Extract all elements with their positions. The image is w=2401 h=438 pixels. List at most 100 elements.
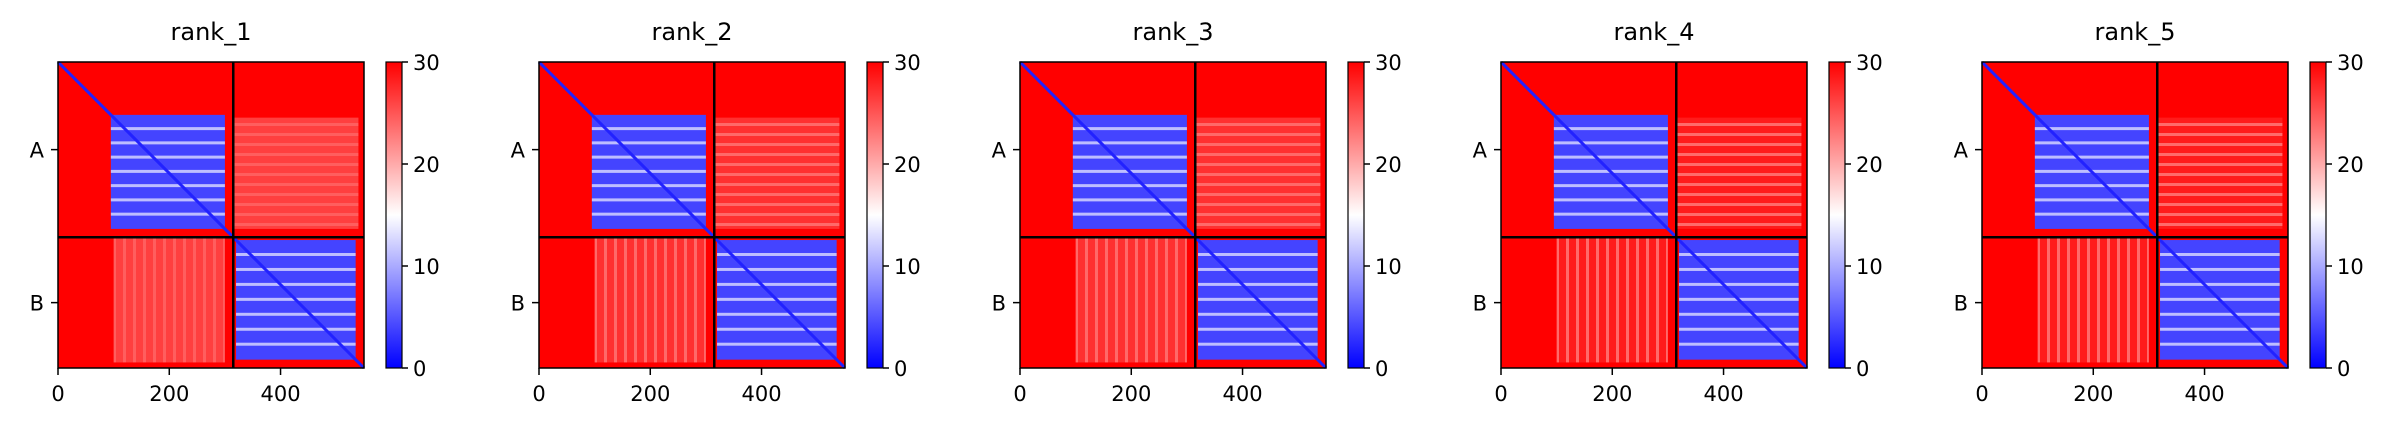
inter-chain-block-ba <box>113 237 225 363</box>
heatmap-svg: rank_3 A B 0 200 400 0 10 20 30 <box>992 18 1402 406</box>
y-tick-label: B <box>992 292 1006 316</box>
intra-chain-stripe <box>591 184 706 188</box>
inter-chain-block-ba <box>1556 237 1668 363</box>
heatmap-svg: rank_4 A B 0 200 400 0 10 20 30 <box>1473 18 1883 406</box>
x-tick-label: 0 <box>1975 382 1988 406</box>
y-tick-label: A <box>511 139 526 163</box>
inter-chain-block-ab <box>1676 117 1802 229</box>
intra-chain-stripe <box>110 212 225 216</box>
y-tick-label: A <box>30 139 45 163</box>
colorbar-tick-label: 30 <box>894 51 921 75</box>
intra-chain-stripe <box>1553 212 1668 216</box>
colorbar-tick-label: 10 <box>2337 255 2364 279</box>
intra-chain-stripe <box>236 327 356 331</box>
colorbar-tick-label: 10 <box>1375 255 1402 279</box>
intra-chain-stripe <box>2034 141 2149 145</box>
intra-chain-stripe <box>236 267 356 271</box>
colorbar-tick-label: 10 <box>1856 255 1883 279</box>
intra-chain-stripe <box>591 198 706 202</box>
diagonal-line <box>1980 60 2290 370</box>
y-tick-label: B <box>1473 292 1487 316</box>
x-tick-label: 200 <box>1111 382 1151 406</box>
y-tick-label: B <box>511 292 525 316</box>
x-tick-label: 400 <box>741 382 781 406</box>
axes-frame <box>57 61 365 369</box>
x-tick-label: 200 <box>630 382 670 406</box>
intra-chain-stripe <box>1072 155 1187 159</box>
intra-chain-stripe <box>1072 198 1187 202</box>
intra-chain-stripe <box>1679 312 1799 316</box>
intra-chain-stripe <box>2160 252 2280 256</box>
x-tick-label: 0 <box>532 382 545 406</box>
intra-chain-stripe <box>591 212 706 216</box>
heatmap-panel-2: rank_2 A B 0 200 400 0 10 20 30 <box>481 0 962 438</box>
intra-chain-stripe <box>236 252 356 256</box>
intra-chain-stripe <box>1198 342 1318 346</box>
chart-title: rank_3 <box>1133 18 1214 46</box>
heatmap-panel-1: rank_1 A B 0 200 400 0 10 20 30 <box>0 0 481 438</box>
intra-chain-stripe <box>1198 327 1318 331</box>
intra-chain-stripe <box>110 155 225 159</box>
colorbar-tick-label: 30 <box>1856 51 1883 75</box>
x-tick-label: 0 <box>51 382 64 406</box>
x-tick-label: 400 <box>260 382 300 406</box>
intra-chain-stripe <box>591 127 706 131</box>
intra-chain-stripe <box>1553 198 1668 202</box>
chart-title: rank_4 <box>1614 18 1695 46</box>
intra-chain-stripe <box>1679 282 1799 286</box>
colorbar-tick-label: 0 <box>1856 357 1869 381</box>
colorbar <box>1828 61 1846 369</box>
colorbar <box>385 61 403 369</box>
intra-chain-stripe <box>2034 212 2149 216</box>
x-tick-label: 400 <box>2184 382 2224 406</box>
inter-chain-block-ab <box>233 117 359 229</box>
intra-chain-stripe <box>1553 127 1668 131</box>
axes-frame <box>1981 61 2289 369</box>
chart-title: rank_1 <box>171 18 252 46</box>
intra-chain-stripe <box>1198 267 1318 271</box>
x-tick-label: 0 <box>1494 382 1507 406</box>
inter-chain-block-ab <box>1195 117 1321 229</box>
chart-title: rank_2 <box>652 18 733 46</box>
colorbar-tick-label: 30 <box>1375 51 1402 75</box>
intra-chain-stripe <box>717 342 837 346</box>
intra-chain-stripe <box>236 312 356 316</box>
colorbar-tick-label: 20 <box>2337 153 2364 177</box>
intra-chain-stripe <box>591 141 706 145</box>
diagonal-line <box>56 60 366 370</box>
heatmap-panel-3: rank_3 A B 0 200 400 0 10 20 30 <box>962 0 1443 438</box>
chart-title: rank_5 <box>2095 18 2176 46</box>
intra-chain-stripe <box>110 127 225 131</box>
intra-chain-stripe <box>717 267 837 271</box>
intra-chain-stripe <box>1198 312 1318 316</box>
colorbar-tick-label: 30 <box>413 51 440 75</box>
colorbar-tick-label: 0 <box>2337 357 2350 381</box>
heatmap-panel-5: rank_5 A B 0 200 400 0 10 20 30 <box>1924 0 2401 438</box>
x-tick-label: 400 <box>1703 382 1743 406</box>
colorbar-tick-label: 10 <box>413 255 440 279</box>
colorbar-tick-label: 0 <box>894 357 907 381</box>
heatmap-svg: rank_1 A B 0 200 400 0 10 20 30 <box>30 18 440 406</box>
colorbar-tick-label: 0 <box>413 357 426 381</box>
intra-chain-stripe <box>1679 327 1799 331</box>
intra-chain-stripe <box>717 252 837 256</box>
intra-chain-stripe <box>2160 267 2280 271</box>
intra-chain-stripe <box>1553 184 1668 188</box>
axes-frame <box>1500 61 1808 369</box>
intra-chain-stripe <box>2160 282 2280 286</box>
inter-chain-block-ab <box>714 117 840 229</box>
diagonal-line <box>1499 60 1809 370</box>
intra-chain-stripe <box>2034 127 2149 131</box>
intra-chain-stripe <box>110 141 225 145</box>
y-tick-label: A <box>992 139 1007 163</box>
intra-chain-stripe <box>1679 252 1799 256</box>
diagonal-line <box>1018 60 1328 370</box>
colorbar-tick-label: 20 <box>1856 153 1883 177</box>
colorbar <box>866 61 884 369</box>
intra-chain-stripe <box>717 282 837 286</box>
colorbar-tick-label: 20 <box>894 153 921 177</box>
intra-chain-stripe <box>1553 141 1668 145</box>
colorbar-tick-label: 0 <box>1375 357 1388 381</box>
intra-chain-stripe <box>2034 155 2149 159</box>
intra-chain-stripe <box>236 282 356 286</box>
